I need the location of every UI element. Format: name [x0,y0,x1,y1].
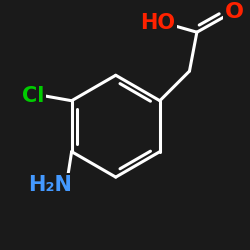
Text: Cl: Cl [22,86,44,106]
Text: H₂N: H₂N [28,175,72,195]
Text: O: O [224,2,244,22]
Text: HO: HO [140,13,175,33]
